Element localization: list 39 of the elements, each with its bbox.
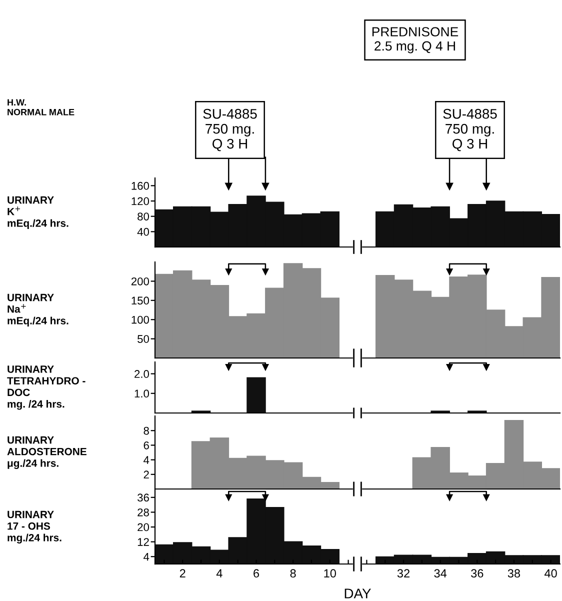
x-tick-label: 6 [254, 569, 260, 578]
x-tick-label: 8 [290, 569, 296, 578]
y-tick-label: 1.0 [134, 390, 150, 398]
y-axis-title: URINARY 17 - OHS mg./24 hrs. [8, 510, 62, 544]
x-tick-label: 36 [471, 569, 484, 578]
y-tick-label: 12 [138, 538, 149, 546]
y-axis-title: URINARY K$^{+}$ mEq./24 hrs. [8, 196, 68, 229]
y-axis-title: URINARY ALDOSTERONE μg./24 hrs. [7, 436, 86, 469]
x-tick-label: 38 [508, 569, 520, 578]
y-tick-label: 100 [132, 316, 150, 324]
y-axis-title: URINARY TETRAHYDRO - DOC mg. /24 hrs. [7, 366, 86, 410]
text: H.W. NORMAL MALE [8, 99, 74, 116]
y-tick-label: 160 [132, 182, 150, 190]
text: PREDNISONE 2.5 mg. Q 4 H [372, 27, 458, 54]
x-tick-label: 4 [216, 569, 222, 578]
y-tick-label: 36 [138, 494, 149, 502]
x-tick-label: 40 [544, 569, 557, 578]
y-tick-label: 40 [137, 228, 150, 236]
y-tick-label: 2.0 [134, 370, 150, 378]
text: SU-4885 750 mg. Q 3 H [203, 108, 257, 152]
x-tick-label: 32 [397, 569, 410, 578]
x-tick-label: 2 [180, 569, 186, 578]
x-axis-title: DAY [344, 588, 371, 598]
y-tick-label: 20 [138, 523, 150, 532]
y-tick-label: 8 [144, 426, 149, 435]
y-tick-label: 200 [131, 277, 150, 286]
y-tick-label: 2 [144, 470, 149, 478]
y-axis-title: URINARY Na$^{+}$ mEq./24 hrs. [8, 294, 68, 326]
y-tick-label: 4 [144, 552, 150, 561]
y-tick-label: 28 [138, 508, 149, 516]
y-tick-label: 50 [138, 335, 150, 343]
x-tick-label: 34 [434, 569, 447, 578]
y-tick-label: 4 [144, 456, 150, 464]
y-tick-label: 80 [138, 212, 150, 220]
y-tick-label: 120 [132, 197, 150, 206]
x-tick-label: 10 [324, 569, 336, 578]
text: SU-4885 750 mg. Q 3 H [443, 108, 497, 152]
y-tick-label: 6 [144, 441, 149, 450]
y-tick-label: 150 [132, 296, 150, 305]
